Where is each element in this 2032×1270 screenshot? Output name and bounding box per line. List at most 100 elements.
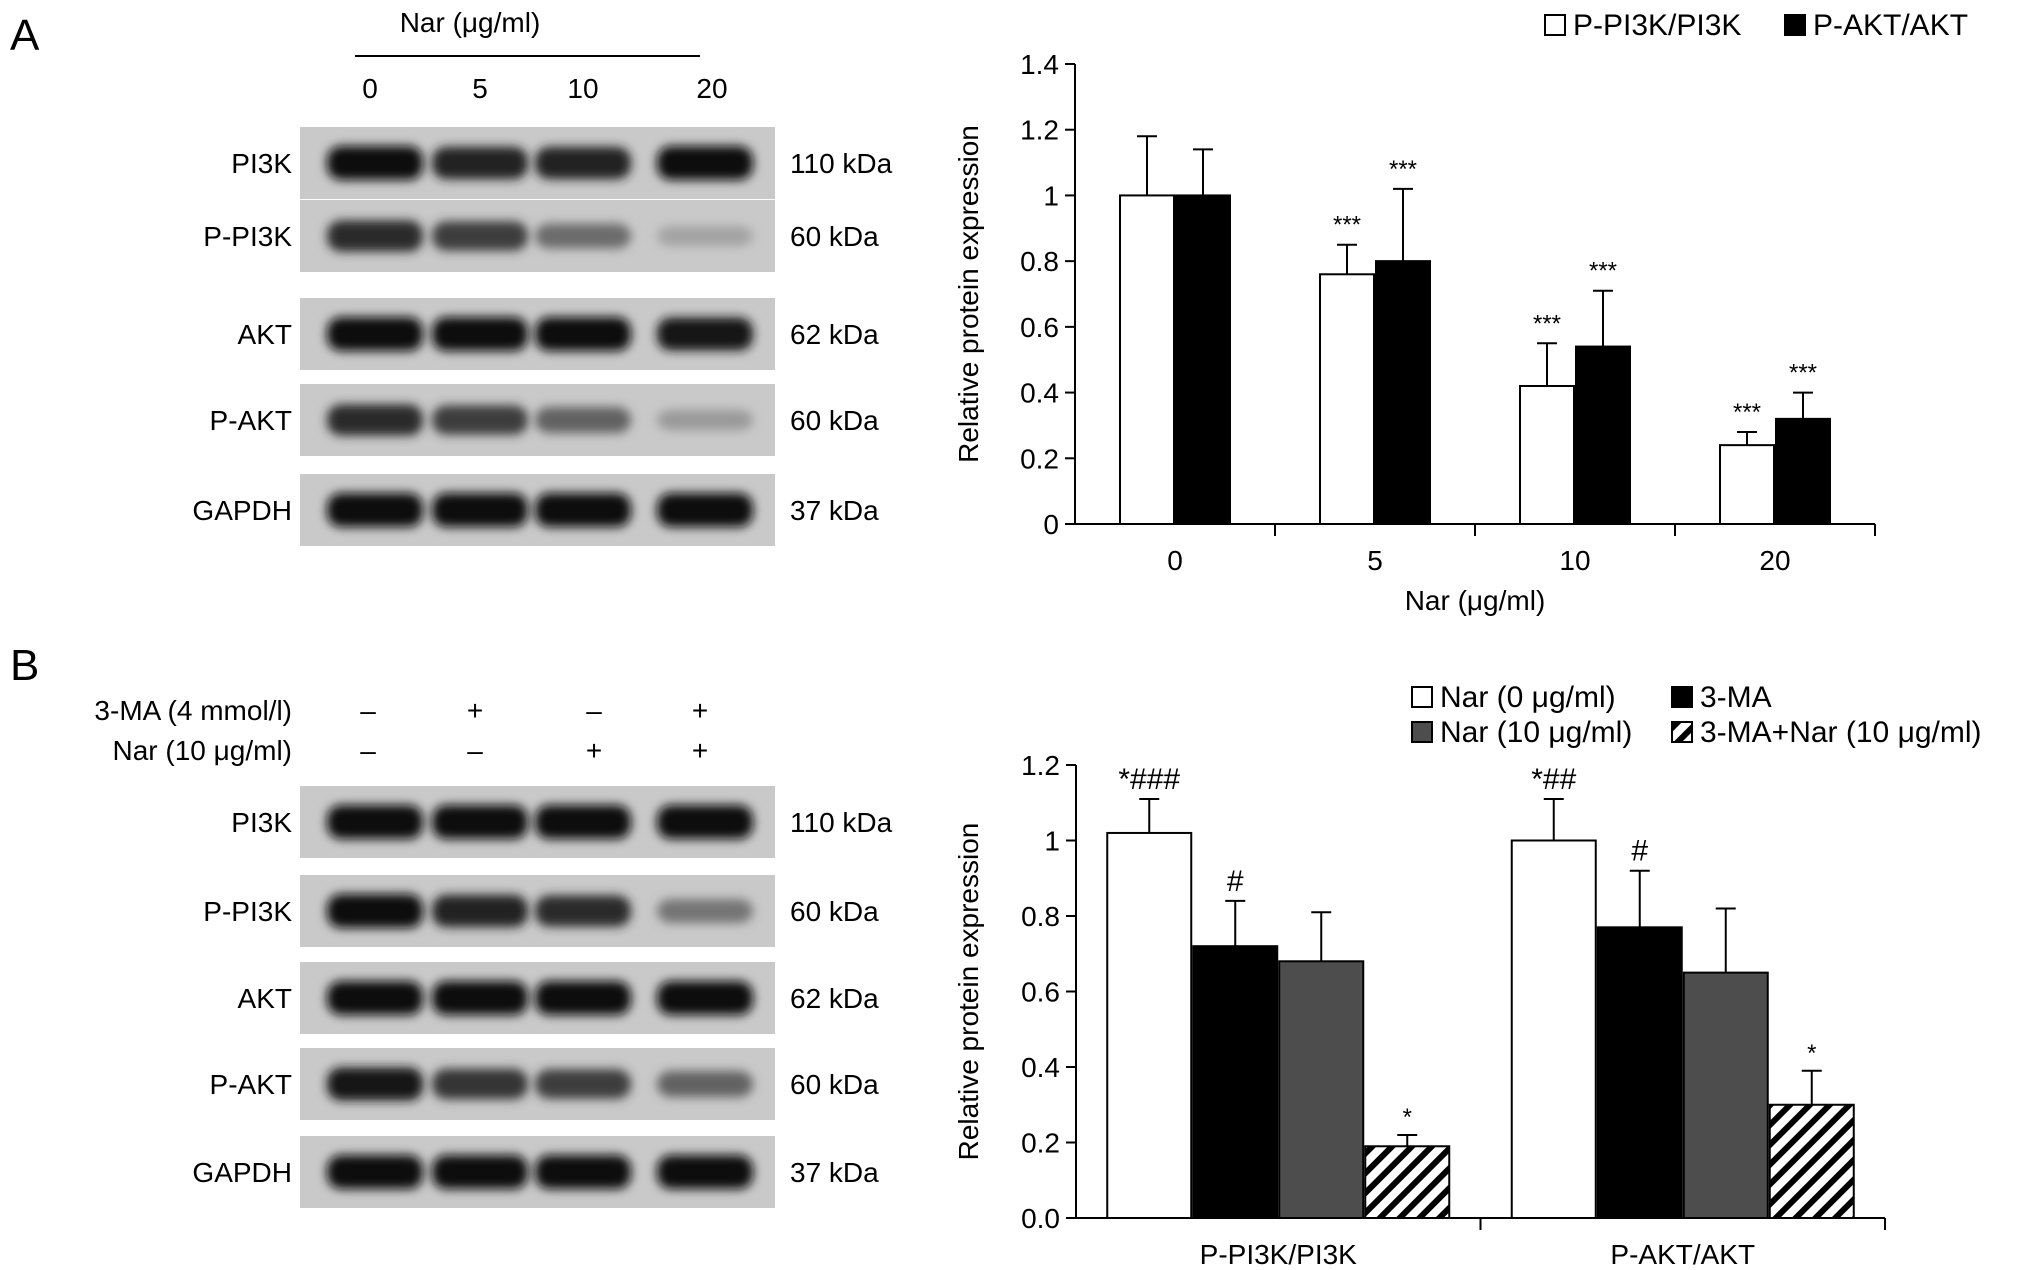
- y-tick-label: 0.8: [1021, 901, 1060, 932]
- blot-band: [327, 894, 423, 928]
- blot-kda-label: 62 kDa: [790, 983, 879, 1014]
- bar: [1768, 1103, 1855, 1219]
- bar: [1106, 831, 1193, 1219]
- bar: [1192, 945, 1279, 1219]
- blot-kda-label: 110 kDa: [790, 148, 893, 179]
- blot-band: [432, 317, 528, 351]
- condition-mark: +: [692, 695, 708, 726]
- blot-band: [657, 146, 753, 180]
- y-tick-label: 0.2: [1021, 1128, 1060, 1159]
- blot-band: [535, 1069, 631, 1099]
- y-tick-label: 0.0: [1021, 1203, 1060, 1234]
- lane-label: 10: [567, 73, 598, 104]
- legend-label: Nar (0 μg/ml): [1440, 681, 1616, 714]
- bar: [1119, 194, 1175, 526]
- legend-label: 3-MA: [1700, 681, 1772, 714]
- legend-swatch: [1544, 14, 1566, 36]
- blot-band: [535, 407, 631, 433]
- blot-band: [432, 1155, 528, 1189]
- lane-label: 0: [362, 73, 378, 104]
- condition-mark: +: [467, 695, 483, 726]
- blot-kda-label: 62 kDa: [790, 319, 879, 350]
- y-tick-label: 0.8: [1020, 246, 1059, 277]
- blot-band: [432, 1068, 528, 1100]
- chart-b: 0.0 0.2 0.4 0.6 0.8 1 1.2 Relative protein expr…: [953, 681, 1982, 1270]
- blot-band: [327, 805, 423, 839]
- blot-band: [327, 220, 423, 252]
- blot-kda-label: 110 kDa: [790, 807, 893, 838]
- bar: [1682, 971, 1769, 1219]
- y-axis-label: Relative protein expression: [953, 125, 984, 463]
- y-tick-label: 1.2: [1020, 115, 1059, 146]
- bar: [1775, 417, 1831, 526]
- y-tick-label: 0: [1043, 509, 1059, 540]
- blot-kda-label: 60 kDa: [790, 896, 879, 927]
- blot-band: [327, 317, 423, 351]
- legend-swatch: [1411, 686, 1433, 708]
- blot-band: [657, 805, 753, 839]
- x-axis-label: Nar (μg/ml): [1405, 585, 1546, 616]
- y-tick-label: 0.6: [1021, 977, 1060, 1008]
- condition-mark: +: [586, 735, 602, 766]
- blot-row-label: P-PI3K: [203, 896, 292, 927]
- legend-swatch: [1411, 721, 1433, 743]
- blot-band: [327, 493, 423, 527]
- bar-annotation: ***: [1589, 258, 1617, 285]
- bar-annotation: ***: [1789, 360, 1817, 387]
- blot-a: PI3K 110 kDa P-PI3K 60 kDa AKT 62 kDa P-AKT 60 …: [192, 127, 893, 546]
- blot-band: [657, 981, 753, 1015]
- bar: [1175, 194, 1231, 526]
- blot-band: [657, 317, 753, 351]
- blot-row-label: GAPDH: [192, 495, 292, 526]
- blot-band: [327, 146, 423, 180]
- y-tick-label: 0.4: [1021, 1052, 1060, 1083]
- chart-a: 0 0.2 0.4 0.6 0.8 1 1.2 1.4 Relative protein exp…: [953, 9, 1968, 616]
- condition-label: 3-MA (4 mmol/l): [94, 695, 292, 726]
- blot-band: [535, 805, 631, 839]
- bar-annotation: *##: [1531, 763, 1576, 796]
- condition-mark: +: [692, 735, 708, 766]
- blot-band: [432, 981, 528, 1015]
- bar: [1319, 273, 1375, 525]
- y-tick-label: 0.4: [1020, 378, 1059, 409]
- x-tick-label: 10: [1559, 545, 1590, 576]
- blot-row-label: PI3K: [231, 148, 292, 179]
- bar: [1364, 1145, 1451, 1220]
- y-tick-label: 0.6: [1020, 312, 1059, 343]
- blot-band: [432, 894, 528, 928]
- blot-kda-label: 60 kDa: [790, 221, 879, 252]
- x-tick-label: 0: [1167, 545, 1183, 576]
- blot-band: [432, 405, 528, 435]
- bar-annotation: *: [1807, 1040, 1816, 1067]
- blot-band: [535, 223, 631, 249]
- blot-band: [432, 805, 528, 839]
- blot-band: [535, 317, 631, 351]
- bar: [1375, 260, 1431, 525]
- blot-b: PI3K 110 kDa P-PI3K 60 kDa AKT 62 kDa P-AKT 60 …: [192, 786, 893, 1208]
- blot-band: [327, 1155, 423, 1189]
- blot-row-label: P-PI3K: [203, 221, 292, 252]
- blot-band: [327, 1067, 423, 1101]
- blot-band: [657, 226, 753, 246]
- bar-annotation: *###: [1118, 763, 1180, 796]
- x-tick-label: P-PI3K/PI3K: [1200, 1239, 1358, 1270]
- bar: [1575, 345, 1631, 526]
- legend-label: P-AKT/AKT: [1813, 9, 1968, 42]
- blot-row-label: GAPDH: [192, 1157, 292, 1188]
- bar: [1510, 839, 1597, 1219]
- blot-row-label: PI3K: [231, 807, 292, 838]
- blot-band: [657, 898, 753, 924]
- panel-letter-b: B: [10, 641, 39, 690]
- bar-annotation: ***: [1533, 310, 1561, 337]
- blot-band: [535, 895, 631, 927]
- y-tick-label: 1.2: [1021, 750, 1060, 781]
- bar-annotation: #: [1227, 865, 1244, 898]
- blot-kda-label: 37 kDa: [790, 495, 879, 526]
- bar-annotation: ***: [1333, 212, 1361, 239]
- bar-annotation: ***: [1389, 156, 1417, 183]
- blot-kda-label: 60 kDa: [790, 405, 879, 436]
- blot-row-label: P-AKT: [210, 405, 292, 436]
- blot-a-header: Nar (μg/ml): [400, 7, 541, 38]
- blot-band: [657, 493, 753, 527]
